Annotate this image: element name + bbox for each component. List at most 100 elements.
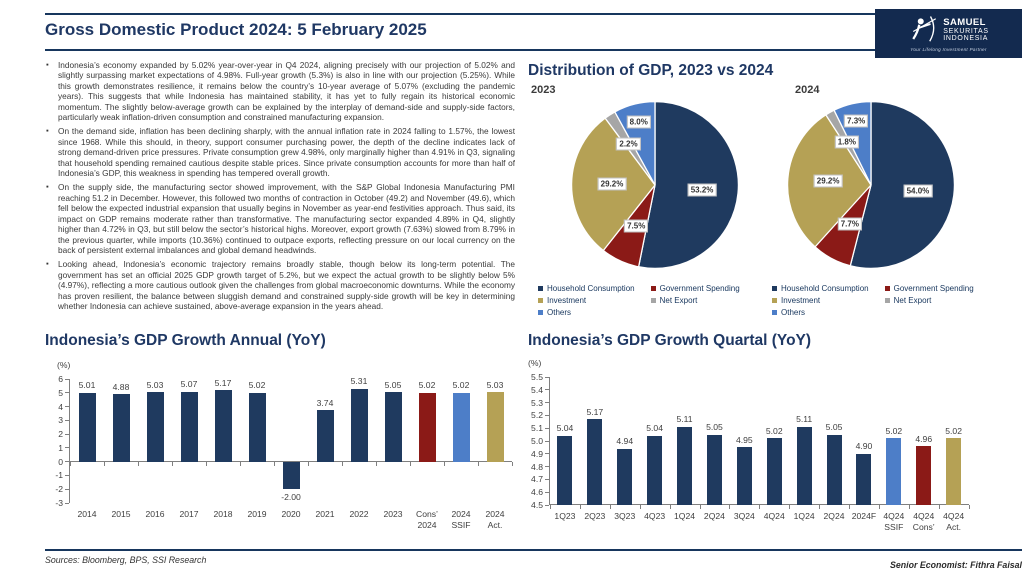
bullet-item: On the demand side, inflation has been d… — [45, 126, 515, 178]
bullet-text: Indonesia’s economy expanded by 5.02% ye… — [58, 60, 515, 123]
x-tick — [342, 461, 343, 466]
bullet-item: On the supply side, the manufacturing se… — [45, 182, 515, 255]
bar-value-label: 3.74 — [316, 397, 334, 408]
x-tick — [410, 461, 411, 466]
x-axis-label: 2023 — [372, 509, 414, 520]
x-axis-label: 2019 — [236, 509, 278, 520]
bar-value-label: 4.96 — [915, 433, 933, 444]
y-tick-label: 5.3 — [531, 397, 543, 408]
pie-legend-2023: Household Consumption Investment Others Gov… — [538, 284, 740, 317]
y-tick — [65, 474, 69, 476]
company-logo: SAMUEL SEKURITAS INDONESIA Your Lifelong… — [875, 9, 1022, 58]
x-axis-label-line: 1Q23 — [554, 511, 576, 521]
legend-item: Investment — [772, 296, 869, 305]
summary-bullets: Indonesia’s economy expanded by 5.02% ye… — [45, 60, 515, 332]
bar-value-label: 5.02 — [452, 380, 470, 390]
bar-2021 — [316, 410, 334, 462]
legend-label: Net Export — [659, 296, 698, 305]
x-axis-label-line: Act. — [487, 519, 503, 530]
bar-value-label: 5.07 — [180, 379, 198, 390]
x-axis-line — [69, 460, 512, 462]
legend-label: Net Export — [893, 296, 932, 305]
bar-2018 — [214, 390, 232, 462]
annual-chart-plot: 6 5 4 3 2 1 0 -1 -2 -3 5.01 2014 4.88 2015 5.03 2016 5.0… — [55, 374, 513, 530]
bar-value-label: 5.17 — [214, 377, 232, 388]
y-tick-label: 4 — [58, 401, 63, 412]
x-axis-label: 2024 SSIF — [440, 509, 482, 530]
pie-chart-2023: 53.2% 7.5% 29.2% 2.2% 8.0% — [569, 99, 741, 271]
bar-value-label: -2.00 — [281, 492, 301, 503]
bar-3Q24 — [736, 447, 752, 505]
y-tick — [65, 502, 69, 504]
x-axis-label-line: Act. — [946, 521, 962, 532]
x-axis-label-line: 2024 — [451, 509, 471, 519]
pie-percent-label: 54.0% — [903, 184, 933, 198]
legend-label: Government Spending — [893, 284, 974, 293]
quartal-y-unit: (%) — [528, 358, 542, 368]
x-tick — [172, 461, 173, 466]
legend-marker — [538, 286, 543, 291]
pie-slice-household-consumption — [849, 100, 956, 270]
x-tick — [639, 505, 641, 509]
bar-value-label: 5.04 — [646, 423, 663, 434]
legend-column: Government Spending Net Export — [650, 284, 740, 317]
bar-value-label: 5.11 — [676, 414, 693, 425]
x-tick — [789, 505, 791, 509]
x-axis-label: 4Q24 — [755, 511, 793, 522]
y-tick — [545, 440, 549, 442]
x-tick — [478, 461, 479, 466]
x-axis-label-line: 1Q24 — [793, 511, 815, 521]
y-tick — [545, 389, 549, 391]
bullet-item: Indonesia’s economy expanded by 5.02% ye… — [45, 60, 515, 122]
pie-percent-label: 7.5% — [624, 219, 649, 233]
legend-item: Government Spending — [650, 284, 740, 293]
y-axis-line — [69, 379, 70, 503]
x-axis-line — [549, 504, 969, 505]
bar-value-label: 4.88 — [112, 381, 130, 392]
x-axis-label-line: SSIF — [884, 521, 904, 532]
y-tick — [545, 414, 549, 416]
x-axis-label-line: SSIF — [451, 519, 471, 530]
bar-2Q24 — [826, 434, 842, 505]
x-axis-label-line: 2Q23 — [584, 511, 606, 521]
x-axis-label: 1Q24 — [785, 511, 823, 522]
x-axis-label: 2020 — [270, 509, 312, 520]
bar-1Q24 — [677, 426, 692, 505]
bar-value-label: 5.05 — [825, 422, 843, 433]
x-axis-label: 4Q23 — [636, 511, 674, 522]
page-title: Gross Domestic Product 2024: 5 February … — [45, 20, 427, 39]
bar-1Q24 — [796, 426, 812, 505]
pie-percent-label: 2.2% — [616, 137, 641, 151]
legend-marker — [772, 286, 777, 291]
x-axis-label-line: 4Q23 — [644, 511, 666, 521]
bar-value-label: 5.02 — [418, 380, 436, 390]
legend-marker — [538, 298, 543, 303]
x-axis-label-line: 3Q23 — [614, 511, 636, 521]
x-tick — [104, 461, 105, 466]
bar-value-label: 4.94 — [616, 436, 634, 447]
archer-icon — [912, 16, 937, 42]
legend-label: Government Spending — [659, 284, 740, 293]
x-tick — [729, 505, 731, 509]
x-tick — [206, 461, 207, 466]
x-axis-label: 2024 Act. — [474, 509, 516, 530]
bar-2024F — [856, 453, 872, 505]
y-tick-label: 4.5 — [531, 500, 543, 510]
x-axis-label-line: Cons’ — [912, 521, 935, 532]
y-tick — [65, 419, 69, 421]
y-tick-label: 5.2 — [531, 410, 543, 421]
bar-2024-Act- — [486, 392, 504, 462]
bar-2024-SSIF — [452, 392, 470, 462]
legend-item: Others — [538, 308, 635, 317]
x-axis-label: 1Q23 — [546, 511, 584, 522]
bar-2Q23 — [587, 419, 603, 505]
y-tick-label: 4.7 — [531, 474, 543, 485]
y-tick — [545, 478, 549, 480]
y-tick-label: 5.5 — [531, 372, 543, 382]
legend-item: Net Export — [884, 296, 974, 305]
bar-value-label: 5.02 — [885, 425, 903, 436]
x-tick — [968, 505, 970, 509]
bar-2022 — [350, 388, 368, 462]
x-axis-label-line: Cons’ — [416, 509, 438, 519]
legend-column: Household Consumption Investment Others — [538, 284, 635, 317]
